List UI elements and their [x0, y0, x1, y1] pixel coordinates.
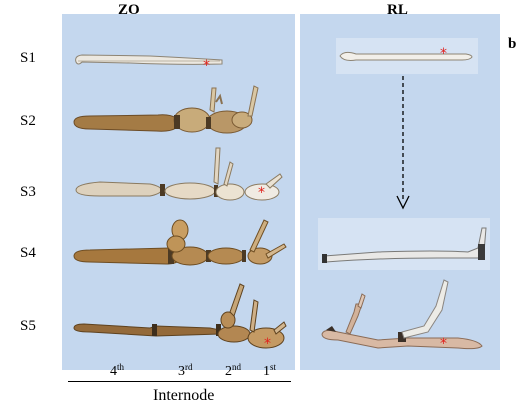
zo-s4-specimen — [73, 219, 287, 266]
stage-label-s4: S4 — [20, 245, 36, 261]
rl-s1-specimen — [339, 51, 473, 61]
rl-s5-marker: * — [440, 336, 447, 352]
panel-letter: b — [508, 36, 517, 52]
zo-s3-marker: * — [258, 185, 265, 201]
internode-tick-1: 1st — [263, 362, 277, 379]
internode-axis-line — [68, 381, 291, 382]
zo-s3-specimen — [75, 147, 283, 201]
col-header-zo: ZO — [118, 2, 140, 18]
stage-label-s2: S2 — [20, 113, 36, 129]
zo-s5-marker: * — [264, 336, 271, 352]
down-arrow-icon — [396, 76, 410, 210]
col-header-rl: RL — [387, 2, 408, 18]
internode-axis-title: Internode — [153, 387, 215, 404]
stage-label-s3: S3 — [20, 184, 36, 200]
zo-s2-specimen — [73, 85, 259, 134]
rl-s4-specimen — [322, 227, 487, 263]
rl-s5-specimen — [321, 279, 483, 350]
stage-label-s5: S5 — [20, 318, 36, 334]
zo-s1-marker: * — [203, 58, 210, 74]
stage-label-s1: S1 — [20, 50, 36, 66]
internode-tick-2: 2nd — [225, 362, 241, 379]
zo-s1-specimen — [75, 54, 223, 65]
zo-s5-specimen — [73, 283, 287, 349]
rl-s1-marker: * — [440, 46, 447, 62]
internode-tick-3: 3rd — [178, 362, 193, 379]
internode-tick-4: 4th — [110, 362, 125, 379]
rl-s4-photo-inset — [318, 218, 490, 270]
